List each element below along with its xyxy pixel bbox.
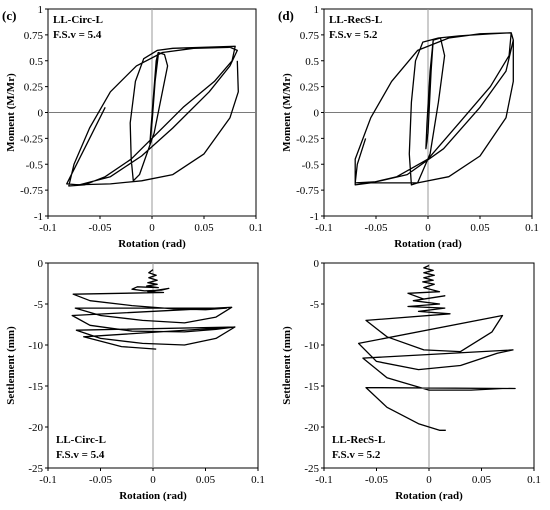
y-tick-label: 1 <box>38 4 44 16</box>
series-line <box>354 32 514 186</box>
chart-panel-2: 1 0.75 0.5 0.25 0 -0.25 -0.5 -0.75 -1-0.1 -0.05 0 0… <box>278 4 539 250</box>
x-tick-label: -0.05 <box>365 222 388 234</box>
series-line <box>73 60 239 186</box>
x-tick-label: -0.05 <box>365 474 388 486</box>
specimen-annotation: LL-Circ-L <box>56 434 106 446</box>
x-tick-label: 0 <box>150 474 156 486</box>
y-tick-label: -0.75 <box>296 185 319 197</box>
y-tick-label: -0.75 <box>20 185 43 197</box>
chart-panel-4: 0 -5 -10 -15 -20 -25-0.1 -0.05 0 0.05 0.1 Rotation… <box>281 258 541 502</box>
y-tick-label: -15 <box>28 381 43 393</box>
y-tick-label: 0 <box>314 258 320 270</box>
x-tick-label: -0.05 <box>89 474 112 486</box>
x-axis-title: Rotation (rad) <box>118 238 186 250</box>
y-tick-label: -0.25 <box>20 133 43 145</box>
specimen-annotation: F.S.v = 5.2 <box>329 29 378 41</box>
y-tick-label: 0.5 <box>29 56 43 68</box>
x-tick-label: 0.1 <box>527 474 541 486</box>
specimen-annotation: LL-RecS-L <box>332 434 385 446</box>
y-axis-title: Settlement (mm) <box>5 326 17 405</box>
chart-panel-3: 0 -5 -10 -15 -20 -25-0.1 -0.05 0 0.05 0.1 Rotation… <box>5 258 265 502</box>
x-axis-title: Rotation (rad) <box>119 490 187 502</box>
y-tick-label: -10 <box>304 340 319 352</box>
y-tick-label: -20 <box>304 422 319 434</box>
y-tick-label: -0.5 <box>302 159 320 171</box>
x-tick-label: 0.05 <box>194 222 214 234</box>
y-tick-label: -20 <box>28 422 43 434</box>
x-axis-title: Rotation (rad) <box>395 490 463 502</box>
y-tick-label: 0.5 <box>305 56 319 68</box>
y-tick-label: -10 <box>28 340 43 352</box>
x-tick-label: 0 <box>426 474 432 486</box>
x-tick-label: 0.1 <box>525 222 539 234</box>
y-tick-label: -15 <box>304 381 319 393</box>
x-tick-label: -0.1 <box>315 474 332 486</box>
y-tick-label: -0.25 <box>296 133 319 145</box>
y-tick-label: 0 <box>38 108 44 120</box>
y-tick-label: -1 <box>34 211 43 223</box>
chart-panel-1: 1 0.75 0.5 0.25 0 -0.25 -0.5 -0.75 -1-0.1 -0.05 0 0… <box>2 4 263 250</box>
x-tick-label: -0.1 <box>39 222 56 234</box>
y-tick-label: -1 <box>310 211 319 223</box>
x-tick-label: -0.1 <box>39 474 56 486</box>
specimen-annotation: F.S.v = 5.4 <box>53 29 102 41</box>
panel-label: (d) <box>278 8 294 23</box>
y-tick-label: 0.25 <box>24 82 44 94</box>
x-tick-label: 0.05 <box>472 474 492 486</box>
y-tick-label: 0.75 <box>300 30 320 42</box>
y-axis-title: Settlement (mm) <box>281 326 293 405</box>
y-tick-label: 1 <box>314 4 320 16</box>
y-axis-title: Moment (M/Mr) <box>5 73 17 152</box>
x-tick-label: 0.1 <box>251 474 265 486</box>
specimen-annotation: LL-Circ-L <box>53 14 103 26</box>
specimen-annotation: LL-RecS-L <box>329 14 382 26</box>
y-tick-label: -5 <box>310 299 320 311</box>
x-tick-label: 0.05 <box>470 222 490 234</box>
y-tick-label: 0.75 <box>24 30 44 42</box>
specimen-annotation: F.S.v = 5.4 <box>56 449 105 461</box>
series-line <box>357 40 514 184</box>
y-tick-label: 0 <box>38 258 44 270</box>
x-tick-label: 0 <box>149 222 155 234</box>
y-tick-label: -0.5 <box>26 159 44 171</box>
y-axis-title: Moment (M/Mr) <box>281 73 293 152</box>
y-tick-label: -25 <box>304 463 319 475</box>
series-line <box>66 45 238 187</box>
panel-label: (c) <box>2 8 16 23</box>
specimen-annotation: F.S.v = 5.2 <box>332 449 381 461</box>
series-line <box>71 269 236 350</box>
x-tick-label: 0.05 <box>196 474 216 486</box>
y-tick-label: -25 <box>28 463 43 475</box>
x-tick-label: -0.1 <box>315 222 332 234</box>
x-axis-title: Rotation (rad) <box>394 238 462 250</box>
x-tick-label: -0.05 <box>89 222 112 234</box>
y-tick-label: 0.25 <box>300 82 320 94</box>
y-tick-label: 0 <box>314 108 320 120</box>
y-tick-label: -5 <box>34 299 44 311</box>
x-tick-label: 0.1 <box>249 222 263 234</box>
series-line <box>357 264 516 431</box>
x-tick-label: 0 <box>425 222 431 234</box>
